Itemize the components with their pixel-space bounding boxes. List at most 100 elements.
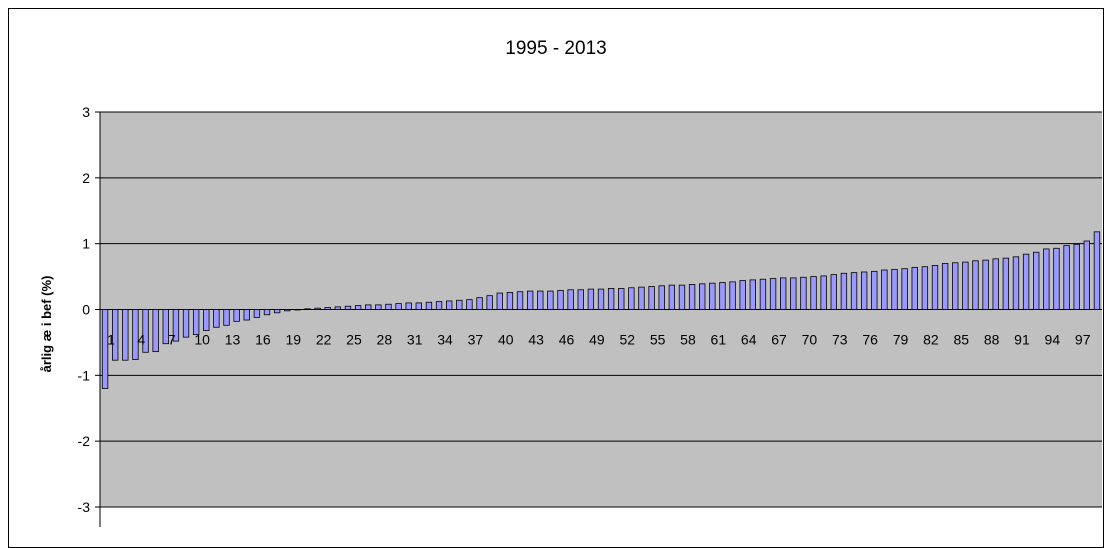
y-tick-label: -3 [78,499,91,515]
x-tick-label: 13 [225,332,241,348]
bar-58 [678,284,686,310]
bar-23 [324,307,331,310]
bar-65 [749,279,757,310]
bar-3 [122,309,129,361]
bar-12 [213,309,220,328]
x-tick-label: 10 [194,332,210,348]
bar-18 [273,309,281,314]
bar-26 [354,305,362,310]
bar-36 [456,299,463,310]
x-tick-label: 67 [771,332,787,348]
x-tick-label: 28 [377,332,393,348]
bar-56 [658,285,665,310]
x-tick-label: 76 [862,332,878,348]
bar-19 [284,309,291,312]
bar-84 [941,263,949,310]
bar-29 [385,303,392,310]
bar-24 [334,306,342,310]
bar-2 [112,309,119,361]
bar-22 [314,307,321,310]
bar-78 [881,269,888,310]
bar-5 [142,309,149,353]
bar-25 [344,305,352,310]
bar-54 [638,286,645,310]
x-tick-label: 16 [255,332,271,348]
bar-52 [618,288,625,310]
bar-49 [587,288,595,310]
bar-55 [648,286,655,310]
bar-68 [780,277,787,310]
bar-42 [516,291,524,310]
bar-73 [830,274,837,310]
bar-72 [820,275,827,310]
bar-11 [203,309,210,331]
bar-13 [223,309,230,326]
bar-74 [840,272,848,310]
bar-63 [729,281,736,310]
bar-4 [132,309,139,360]
bar-88 [982,259,989,310]
x-tick-label: 64 [741,332,757,348]
bar-10 [192,309,200,335]
x-tick-label: 91 [1014,332,1030,348]
bar-70 [800,276,807,310]
chart-title: 1995 - 2013 [505,38,606,59]
bar-undefined [1093,231,1101,310]
bar-31 [405,302,412,310]
bar-14 [233,309,240,322]
x-tick-label: 31 [407,332,423,348]
x-tick-label: 55 [650,332,666,348]
x-tick-label: 1 [107,332,115,348]
x-tick-label: 88 [984,332,1000,348]
bar-69 [790,277,797,310]
x-tick-label: 70 [802,332,818,348]
x-tick-label: 37 [468,332,484,348]
bar-43 [526,290,534,310]
bar-61 [709,282,716,310]
bar-44 [537,290,544,310]
bar-20 [294,309,301,311]
y-tick-label: 3 [82,104,90,120]
x-tick-label: 43 [528,332,544,348]
bar-71 [810,276,817,310]
x-tick-label: 79 [893,332,909,348]
x-tick-label: 97 [1075,332,1091,348]
bar-57 [668,284,676,310]
bar-67 [769,278,777,310]
y-tick-label: 2 [82,170,90,186]
bar-91 [1012,256,1020,310]
bar-51 [607,288,615,310]
y-tick-label: -2 [78,433,91,449]
bar-76 [860,271,868,310]
y-tick-label: 1 [82,236,90,252]
bar-90 [1002,257,1010,310]
x-tick-label: 34 [437,332,453,348]
bar-64 [739,280,746,310]
bar-46 [557,290,564,310]
bar-95 [1053,247,1060,310]
bar-40 [496,292,503,310]
bar-32 [415,302,422,310]
y-tick-label: -1 [78,367,91,383]
bar-16 [253,309,261,318]
x-tick-label: 85 [953,332,969,348]
bar-93 [1033,251,1040,310]
bar-85 [952,262,959,310]
bar-50 [597,288,605,310]
x-tick-label: 40 [498,332,514,348]
x-tick-label: 25 [346,332,362,348]
x-tick-label: 82 [923,332,939,348]
x-tick-label: 61 [711,332,727,348]
x-tick-label: 4 [138,332,146,348]
bar-21 [304,308,311,310]
bar-89 [992,258,999,310]
bar-15 [243,309,250,321]
bar-47 [567,289,574,310]
y-axis-label: årlig æ i bef (%) [39,276,54,373]
bar-30 [395,303,402,310]
bar-62 [719,282,726,310]
y-tick-label: 0 [82,302,90,318]
bar-66 [759,278,767,310]
x-tick-label: 52 [619,332,635,348]
